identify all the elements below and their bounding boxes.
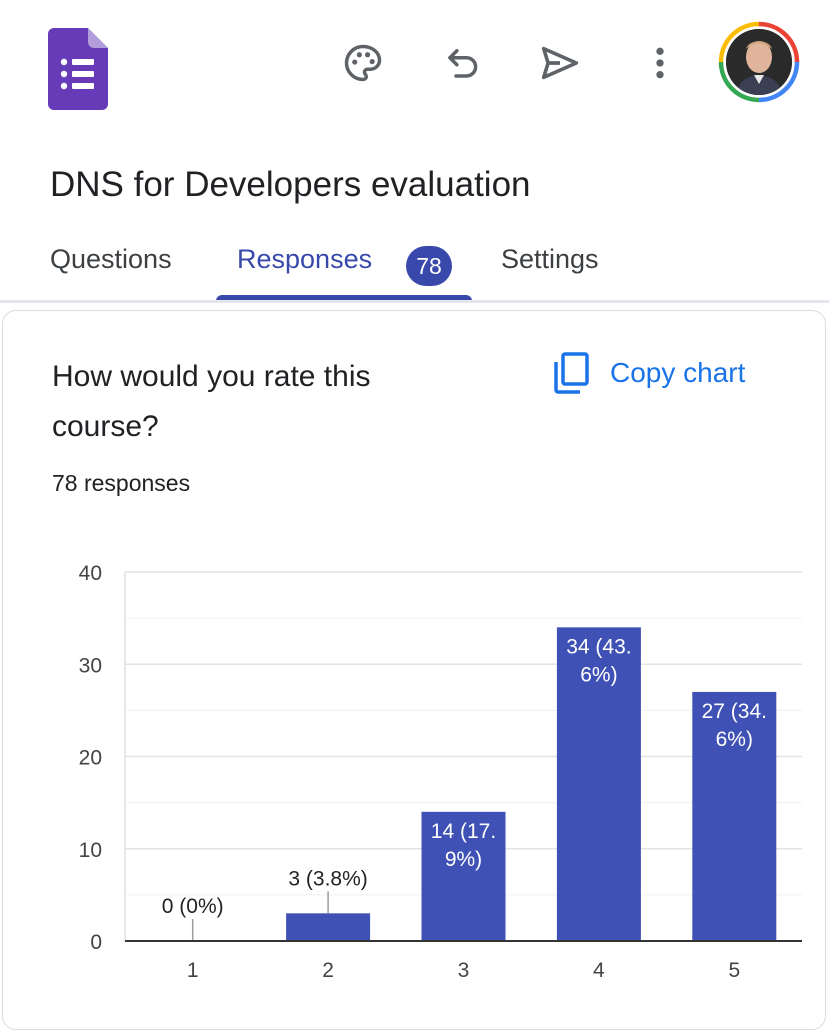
x-tick-label: 2 — [322, 959, 334, 982]
top-bar — [0, 0, 829, 130]
x-tick-label: 3 — [458, 959, 470, 982]
copy-chart-button[interactable]: Copy chart — [552, 350, 745, 396]
active-tab-indicator — [216, 295, 472, 302]
tab-settings[interactable]: Settings — [501, 244, 599, 274]
data-label-cont: 6%) — [580, 663, 617, 686]
palette-icon[interactable] — [338, 38, 388, 88]
bar-3 — [421, 811, 506, 941]
bar-5 — [692, 691, 777, 941]
responses-count-badge: 78 — [406, 246, 452, 286]
send-icon[interactable] — [535, 38, 585, 88]
data-label: 27 (34. — [702, 700, 767, 723]
tab-responses[interactable]: Responses — [237, 244, 373, 274]
data-label: 0 (0%) — [162, 895, 224, 918]
y-tick-label: 10 — [79, 839, 102, 862]
data-label-cont: 6%) — [716, 728, 753, 751]
rating-bar-chart: 0 10 20 30 40 1 0 (0%) 2 3 (3.8%) 3 14 (17. 9%) 4 34 … — [79, 562, 802, 982]
responses-count-text: 78 responses — [52, 470, 191, 496]
tab-bar: Questions Responses 78 Settings — [0, 230, 829, 302]
bar-2 — [286, 913, 371, 941]
bar-4 — [556, 627, 641, 941]
more-vert-icon[interactable] — [635, 38, 685, 88]
undo-icon[interactable] — [438, 38, 488, 88]
y-tick-label: 0 — [90, 931, 102, 954]
data-label-cont: 9%) — [445, 848, 482, 871]
copy-chart-label: Copy chart — [610, 357, 746, 388]
x-tick-label: 5 — [728, 959, 740, 982]
avatar — [726, 29, 792, 95]
form-title: DNS for Developers evaluation — [50, 165, 531, 204]
account-avatar[interactable] — [718, 21, 800, 103]
y-tick-label: 40 — [79, 562, 102, 585]
google-forms-logo-icon[interactable] — [48, 28, 108, 110]
response-summary-card — [2, 310, 826, 1030]
data-label: 14 (17. — [431, 820, 496, 843]
tab-questions[interactable]: Questions — [50, 244, 172, 274]
tabs-divider — [0, 300, 829, 303]
question-title: How would you rate this course? — [52, 360, 371, 443]
x-tick-label: 4 — [593, 959, 605, 982]
data-label: 3 (3.8%) — [288, 867, 367, 890]
x-tick-label: 1 — [187, 959, 199, 982]
data-label: 34 (43. — [566, 635, 631, 658]
y-tick-label: 30 — [79, 654, 102, 677]
copy-icon — [554, 352, 589, 394]
y-tick-label: 20 — [79, 747, 102, 770]
